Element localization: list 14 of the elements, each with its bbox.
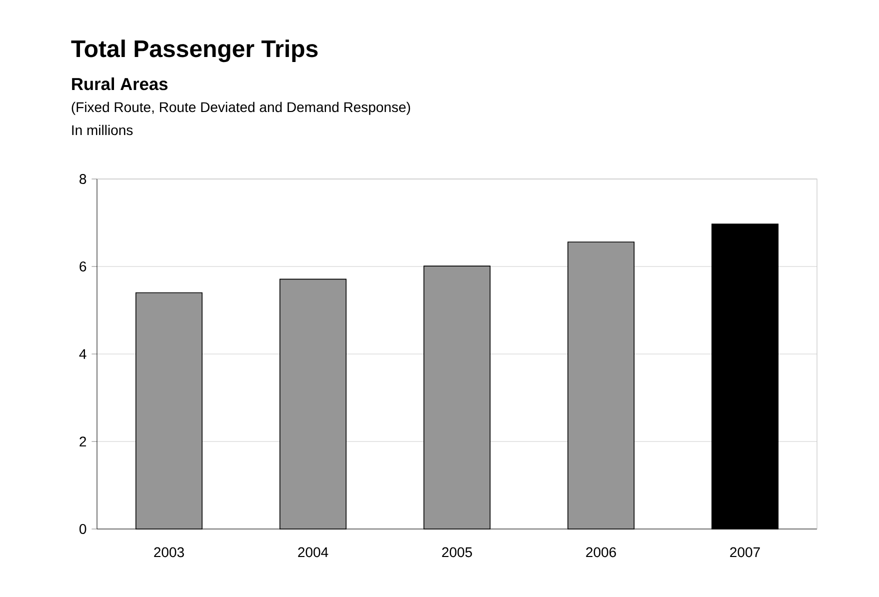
x-tick-label: 2006 <box>586 547 616 558</box>
x-tick-label: 2007 <box>730 547 760 558</box>
text: (Fixed Route, Route Deviated and Demand Response) <box>72 102 410 115</box>
text: In millions <box>72 124 133 136</box>
chart-subtitle: Rural Areas <box>72 77 168 90</box>
chart-title: Total Passenger Trips <box>71 40 318 62</box>
y-tick-label: 0 <box>79 524 86 534</box>
y-tick-label: 4 <box>79 349 86 359</box>
x-tick-label: 2004 <box>298 547 328 558</box>
x-tick-label: 2003 <box>154 547 184 558</box>
y-tick-label: 8 <box>80 174 86 184</box>
x-tick-label: 2005 <box>442 547 472 558</box>
y-tick-label: 2 <box>80 436 86 446</box>
y-tick-label: 6 <box>80 262 86 272</box>
